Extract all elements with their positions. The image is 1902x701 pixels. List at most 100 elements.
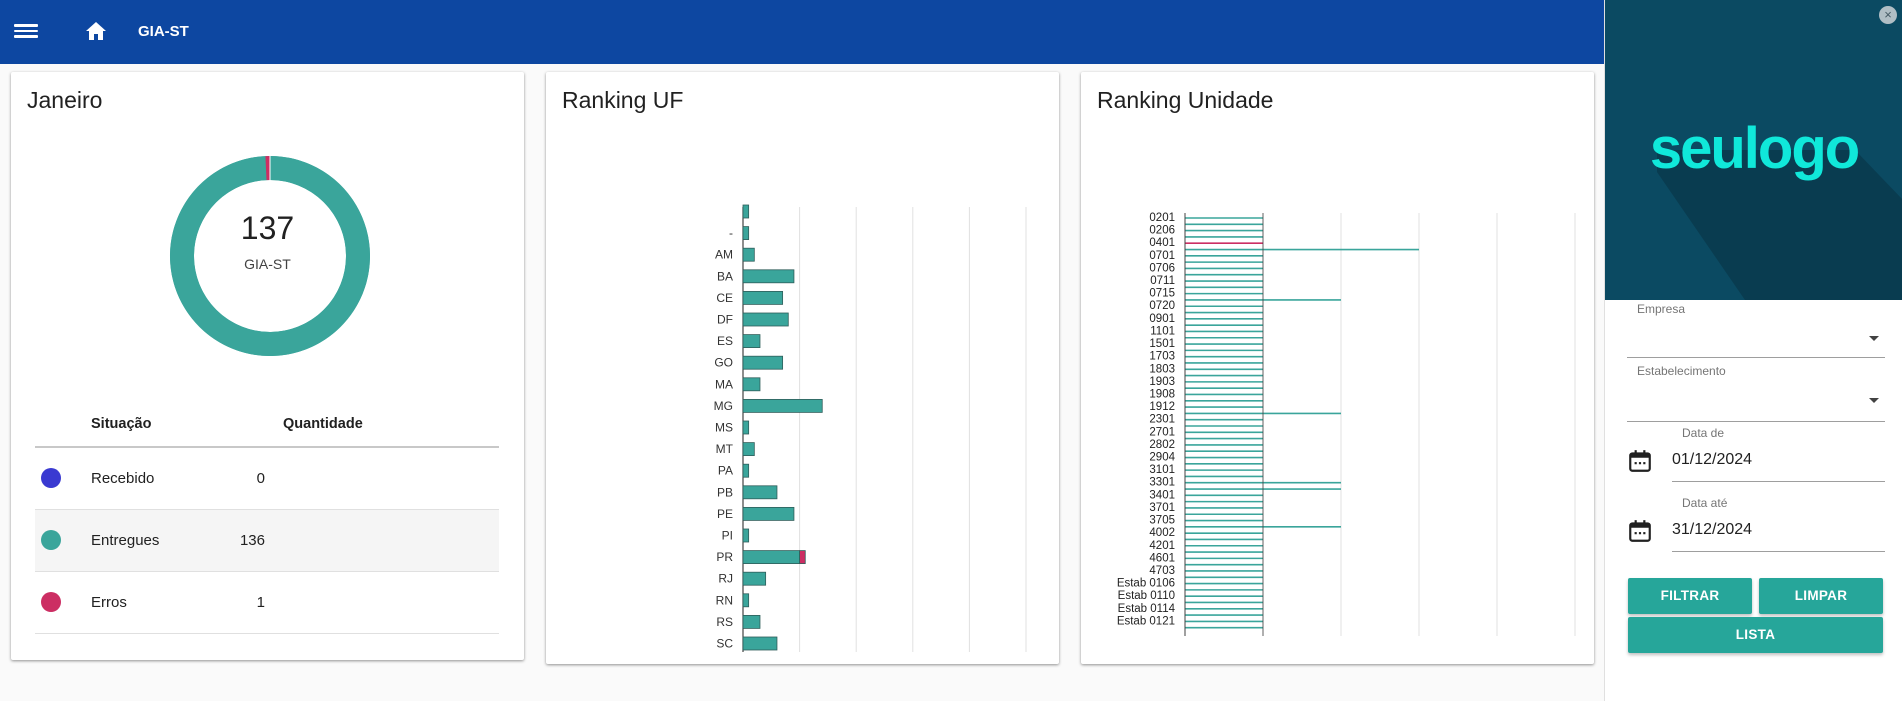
tick-label: PB xyxy=(717,485,733,499)
data-de-input[interactable]: Data de 01/12/2024 xyxy=(1672,424,1885,482)
filtrar-button[interactable]: FILTRAR xyxy=(1628,578,1752,614)
chevron-down-icon xyxy=(1869,398,1879,403)
tick-label: AM xyxy=(715,248,733,262)
estabelecimento-select[interactable]: Estabelecimento xyxy=(1627,362,1885,422)
row-value: 1 xyxy=(256,594,265,611)
empresa-select[interactable]: Empresa xyxy=(1627,300,1885,358)
tick-label: Estab 0121 xyxy=(1117,615,1175,627)
row-label: Entregues xyxy=(91,532,160,549)
data-de-field: Data de 01/12/2024 xyxy=(1627,424,1885,484)
calendar-icon[interactable] xyxy=(1627,448,1653,474)
logo-image: seulogo xyxy=(1650,116,1902,300)
row-label: Recebido xyxy=(91,470,155,487)
row-label: Erros xyxy=(91,594,127,611)
bar-PE xyxy=(742,506,795,521)
bar-CE xyxy=(742,290,784,305)
data-ate-value: 31/12/2024 xyxy=(1672,521,1753,538)
ranking-unidade-card: Ranking Unidade 0201 0206 0401 0701 0706 0711… xyxy=(1081,72,1594,664)
tick-label: DF xyxy=(717,313,733,327)
calendar-icon[interactable] xyxy=(1627,518,1653,544)
table-row[interactable]: Entregues 136 xyxy=(35,510,499,572)
janeiro-card: Janeiro 137 GIA-ST Situação Quantidade R… xyxy=(11,72,524,660)
bar-ES xyxy=(742,334,761,349)
tick-label: 3101 xyxy=(1149,464,1175,476)
tick-label: 4601 xyxy=(1149,552,1175,564)
tick-label: Estab 0106 xyxy=(1117,578,1175,590)
bar-RJ xyxy=(742,571,767,586)
chevron-down-icon xyxy=(1869,336,1879,341)
bar-- xyxy=(742,226,750,240)
bar-SC xyxy=(742,636,778,651)
tick-label: 0701 xyxy=(1149,250,1175,262)
tick-label: PR xyxy=(716,550,733,564)
donut-slice-entregues xyxy=(170,156,370,356)
tick-label: RJ xyxy=(718,572,733,586)
tick-label: 4703 xyxy=(1149,565,1175,577)
table-row[interactable]: Erros 1 xyxy=(35,572,499,634)
ranking-uf-card: Ranking UF - AM BA CE DF ES GO MA MG MS MT PA PB PE PI… xyxy=(546,72,1059,664)
svg-text:seulogo: seulogo xyxy=(1650,116,1859,181)
tick-label: 1903 xyxy=(1149,376,1175,388)
tick-label: 4201 xyxy=(1149,540,1175,552)
donut-chart xyxy=(170,156,370,356)
tick-label: 1101 xyxy=(1150,325,1175,337)
tick-label: 3301 xyxy=(1149,477,1175,489)
tick-label: 0711 xyxy=(1150,275,1175,287)
close-icon[interactable]: × xyxy=(1879,6,1897,24)
menu-icon[interactable] xyxy=(14,21,38,43)
logo-panel: seulogo × xyxy=(1605,0,1902,300)
bar-MA xyxy=(742,377,761,392)
table-row[interactable]: Recebido 0 xyxy=(35,448,499,510)
data-ate-input[interactable]: Data até 31/12/2024 xyxy=(1672,494,1885,552)
data-de-label: Data de xyxy=(1682,426,1725,440)
limpar-button[interactable]: LIMPAR xyxy=(1759,578,1883,614)
tick-label: 0401 xyxy=(1149,237,1175,249)
tick-label: Estab 0114 xyxy=(1118,603,1176,615)
app-title: GIA-ST xyxy=(138,23,189,40)
tick-label: 0720 xyxy=(1149,300,1175,312)
tick-label: RN xyxy=(716,593,733,607)
tick-label: 1912 xyxy=(1149,401,1175,413)
tick-label: 3401 xyxy=(1149,489,1175,501)
tick-label: 1501 xyxy=(1149,338,1175,350)
card-title: Janeiro xyxy=(27,87,103,113)
tick-label: 0715 xyxy=(1149,288,1175,300)
bar-blank xyxy=(742,204,750,219)
ranking-unidade-chart: 0201020604010701070607110715072009011101… xyxy=(1117,212,1576,636)
status-dot xyxy=(41,592,61,612)
bar-PR xyxy=(799,550,806,565)
bar-MG xyxy=(742,398,823,413)
tick-label: MT xyxy=(716,442,734,456)
tick-label: BA xyxy=(717,269,733,283)
status-dot xyxy=(41,468,61,488)
app-bar: GIA-ST xyxy=(0,0,1604,64)
header-quantidade: Quantidade xyxy=(283,416,363,432)
tick-label: 0201 xyxy=(1149,212,1175,224)
donut-label: GIA-ST xyxy=(244,256,291,272)
home-icon[interactable] xyxy=(84,20,108,42)
tick-label: 4002 xyxy=(1149,527,1175,539)
bar-GO xyxy=(742,355,784,370)
tick-label: 2301 xyxy=(1149,414,1175,426)
tick-label: 3705 xyxy=(1149,515,1175,527)
data-ate-field: Data até 31/12/2024 xyxy=(1627,494,1885,554)
tick-label: MG xyxy=(714,399,733,413)
tick-label: 1908 xyxy=(1149,388,1175,400)
bar-BA xyxy=(742,269,795,284)
bar-RN xyxy=(742,593,750,608)
row-value: 0 xyxy=(256,470,265,487)
data-de-value: 01/12/2024 xyxy=(1672,451,1753,468)
tick-label: CE xyxy=(716,291,733,305)
bar-RS xyxy=(742,614,761,629)
tick-label: ES xyxy=(717,334,733,348)
tick-label: 2904 xyxy=(1149,452,1175,464)
tick-label: PI xyxy=(722,529,733,543)
row-value: 136 xyxy=(239,532,265,549)
tick-label: 1703 xyxy=(1149,351,1175,363)
bar-AM xyxy=(742,247,755,262)
filter-sidebar: seulogo × Empresa Estabelecimento Data d… xyxy=(1604,0,1902,701)
donut-total: 137 xyxy=(240,210,295,246)
lista-button[interactable]: LISTA xyxy=(1628,617,1883,653)
ranking-uf-chart: -AMBACEDFESGOMAMGMSMTPAPBPEPIPRRJRNRSSCS… xyxy=(714,204,1027,652)
tick-label: Estab 0110 xyxy=(1118,590,1175,602)
